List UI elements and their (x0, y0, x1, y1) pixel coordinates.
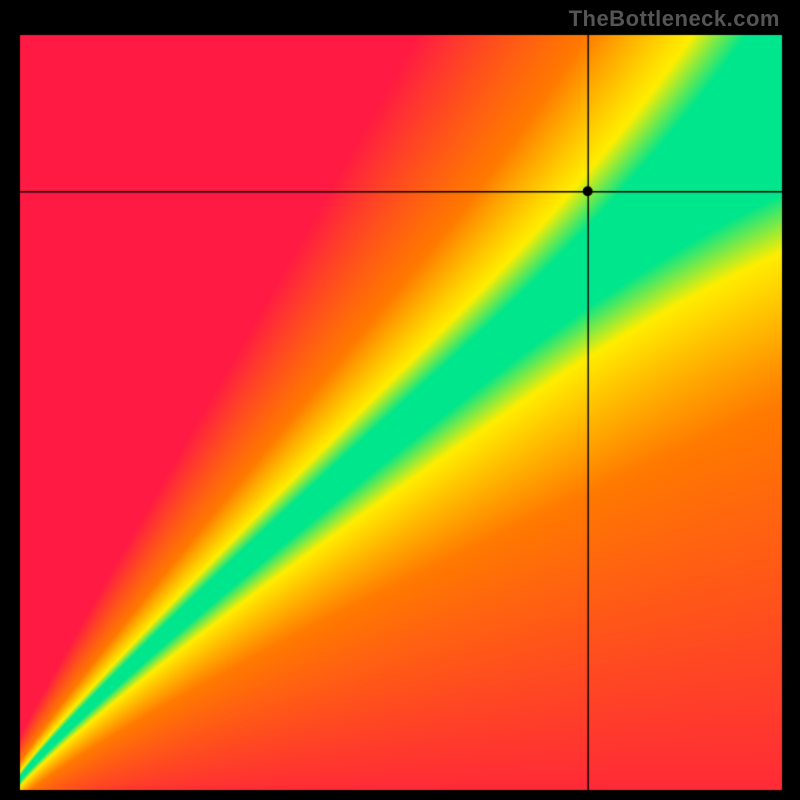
bottleneck-heatmap (0, 0, 800, 800)
watermark-text: TheBottleneck.com (569, 6, 780, 32)
